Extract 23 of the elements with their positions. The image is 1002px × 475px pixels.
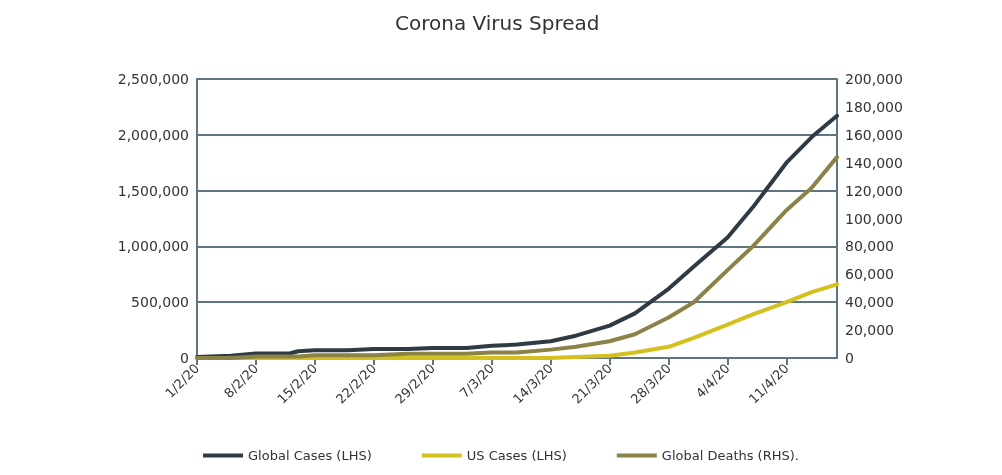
y2-tick-label: 200,000	[845, 71, 903, 87]
legend-label: US Cases (LHS)	[466, 448, 567, 463]
line-series	[195, 155, 839, 360]
chart-title: Corona Virus Spread	[395, 11, 600, 35]
y2-tick-label: 120,000	[845, 182, 903, 199]
y2-tick-label: 80,000	[845, 238, 894, 255]
y-tick-label: 2,000,000	[117, 126, 189, 143]
y2-tick-label: 20,000	[845, 322, 894, 339]
y2-tick-label: 160,000	[845, 126, 903, 143]
legend-label: Global Cases (LHS)	[248, 448, 372, 463]
line-series	[195, 113, 839, 359]
y-tick-label: 0	[180, 350, 189, 366]
y2-tick-label: 60,000	[845, 266, 894, 283]
y2-tick-label: 180,000	[845, 98, 903, 115]
y2-tick-label: 40,000	[845, 294, 894, 311]
y-tick-label: 500,000	[131, 294, 189, 311]
y2-tick-label: 100,000	[845, 210, 903, 227]
y2-tick-label: 0	[845, 350, 854, 366]
y-tick-label: 2,500,000	[117, 71, 189, 87]
legend-label: Global Deaths (RHS).	[661, 448, 799, 463]
y2-tick-label: 140,000	[845, 154, 903, 171]
y-tick-label: 1,500,000	[117, 182, 189, 199]
y-tick-label: 1,000,000	[117, 238, 189, 255]
